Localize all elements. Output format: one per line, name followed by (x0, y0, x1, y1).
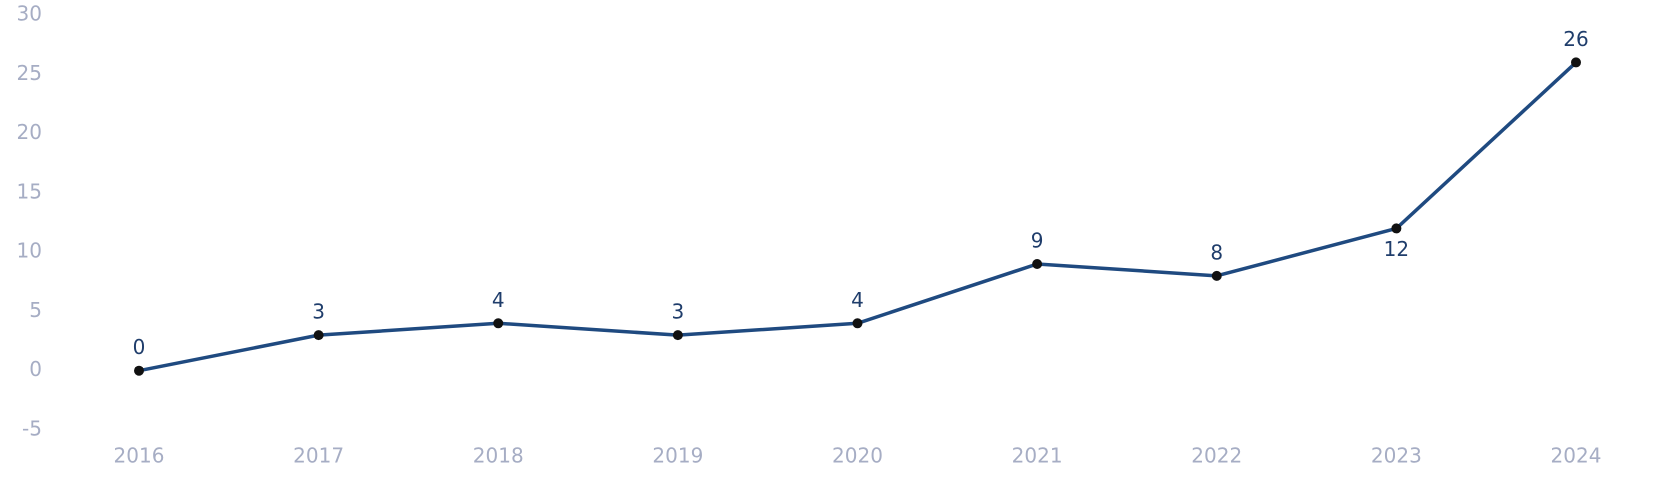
y-tick-label: 0 (29, 357, 42, 381)
value-label: 0 (133, 335, 146, 359)
y-tick-label: 20 (17, 120, 42, 144)
value-label: 9 (1031, 229, 1044, 253)
data-point (134, 365, 144, 376)
data-point (493, 318, 504, 329)
data-point (313, 330, 324, 341)
x-tick-label: 2016 (114, 444, 165, 468)
y-tick-label: 10 (17, 239, 42, 263)
y-tick-label: 30 (17, 2, 42, 26)
x-tick-label: 2019 (652, 444, 703, 468)
data-point (1211, 270, 1222, 281)
x-tick-label: 2024 (1551, 444, 1602, 468)
data-point (672, 330, 683, 341)
data-point (852, 318, 863, 329)
value-label: 3 (312, 300, 325, 324)
data-point (1032, 259, 1043, 269)
value-label: 26 (1563, 27, 1588, 51)
data-point (1391, 223, 1402, 234)
y-tick-label: 15 (17, 179, 42, 203)
value-label: 4 (851, 288, 864, 312)
value-label: 12 (1384, 237, 1409, 261)
x-tick-label: 2022 (1191, 444, 1242, 468)
data-point (1571, 57, 1581, 68)
x-tick-label: 2020 (832, 444, 883, 468)
x-tick-label: 2021 (1012, 444, 1063, 468)
y-tick-label: 25 (17, 61, 42, 85)
value-label: 4 (492, 288, 505, 312)
x-tick-label: 2018 (473, 444, 524, 468)
y-tick-label: -5 (22, 417, 42, 441)
x-tick-label: 2023 (1371, 444, 1422, 468)
value-label: 8 (1210, 240, 1223, 264)
value-label: 3 (672, 300, 685, 324)
x-tick-label: 2017 (293, 444, 344, 468)
y-tick-label: 5 (29, 298, 42, 322)
